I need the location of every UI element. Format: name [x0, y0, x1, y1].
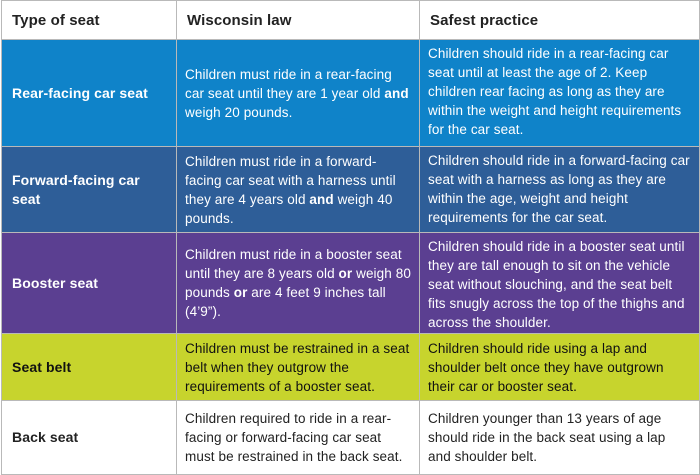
law-emphasis-text: or: [338, 266, 353, 281]
table-row-seat-belt: Seat belt Children must be restrained in…: [1, 333, 700, 401]
header-safest-practice: Safest practice: [419, 0, 700, 40]
law-emphasis-text: and: [309, 191, 334, 207]
seat-type-cell: Forward-facing car seat: [1, 146, 177, 233]
practice-cell: Children should ride in a rear-facing ca…: [419, 39, 700, 147]
table-row-rear-facing: Rear-facing car seat Children must ride …: [1, 39, 700, 147]
seat-type-cell: Booster seat: [1, 232, 177, 334]
law-text: weigh 20 pounds.: [185, 104, 293, 120]
seat-type-cell: Seat belt: [1, 333, 177, 401]
law-text: weigh 40 pounds.: [185, 191, 393, 226]
table-row-back-seat: Back seat Children required to ride in a…: [1, 400, 700, 475]
law-emphasis-text: and: [384, 85, 409, 101]
law-cell: Children required to ride in a rear-faci…: [176, 400, 420, 475]
seat-type-cell: Back seat: [1, 400, 177, 475]
header-wisconsin-law: Wisconsin law: [176, 0, 420, 40]
law-cell: Children must ride in a rear-facing car …: [176, 39, 420, 147]
law-text: Children must be restrained in a seat be…: [185, 340, 410, 394]
law-text: Children must ride in a forward-facing c…: [185, 153, 396, 207]
header-row: Type of seat Wisconsin law Safest practi…: [1, 0, 700, 40]
law-text: Children must ride in a rear-facing car …: [185, 66, 392, 101]
table-row-forward-facing: Forward-facing car seat Children must ri…: [1, 146, 700, 233]
law-cell: Children must ride in a forward-facing c…: [176, 146, 420, 233]
seat-type-cell: Rear-facing car seat: [1, 39, 177, 147]
law-cell: Children must be restrained in a seat be…: [176, 333, 420, 401]
law-text: weigh 80 pounds: [185, 266, 411, 300]
law-cell: Children must ride in a booster seat unt…: [176, 232, 420, 334]
law-text: are 4 feet 9 inches tall (4’9”).: [185, 285, 386, 319]
practice-cell: Children younger than 13 years of age sh…: [419, 400, 700, 475]
law-text: Children must ride in a booster seat unt…: [185, 247, 402, 281]
practice-cell: Children should ride using a lap and sho…: [419, 333, 700, 401]
practice-cell: Children should ride in a forward-facing…: [419, 146, 700, 233]
header-type-of-seat: Type of seat: [1, 0, 177, 40]
law-emphasis-text: or: [233, 285, 248, 300]
practice-cell: Children should ride in a booster seat u…: [419, 232, 700, 334]
table-row-booster-seat: Booster seat Children must ride in a boo…: [1, 232, 700, 334]
law-text: Children required to ride in a rear-faci…: [185, 411, 403, 464]
